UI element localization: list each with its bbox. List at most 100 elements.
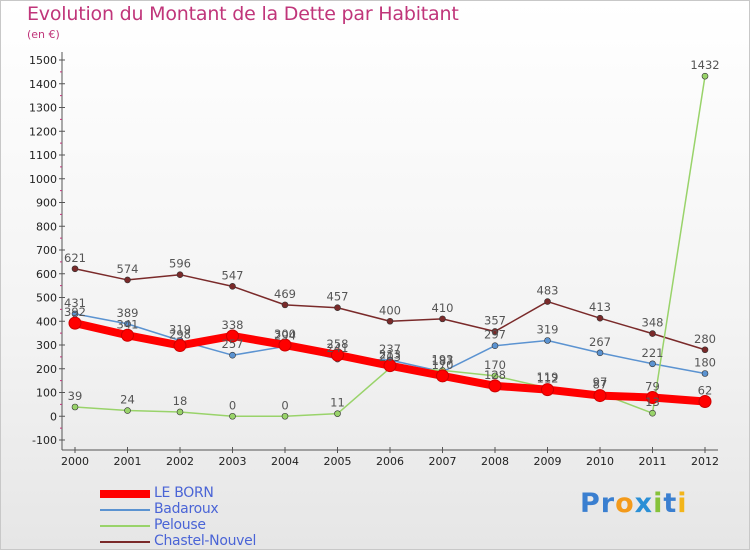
data-label: 392	[64, 305, 86, 319]
logo-letter: o	[615, 488, 635, 519]
data-point	[121, 328, 134, 342]
data-label: 180	[694, 356, 716, 370]
data-point	[331, 348, 344, 362]
y-tick-label: 500	[36, 292, 57, 305]
logo-letter: i	[677, 488, 688, 519]
y-tick-label: 900	[36, 197, 57, 210]
data-label: 457	[327, 290, 349, 304]
data-label: 258	[327, 337, 349, 351]
data-point	[71, 403, 79, 411]
data-point	[544, 298, 551, 305]
data-point	[701, 72, 709, 80]
y-tick-label: 1100	[29, 149, 57, 162]
data-point	[229, 351, 236, 359]
legend-item: Badaroux	[100, 501, 320, 518]
data-label: 237	[379, 342, 401, 356]
logo-letter: Pr	[580, 488, 616, 519]
data-label: 596	[169, 257, 191, 271]
data-label: 39	[68, 389, 83, 403]
x-tick-label: 2001	[114, 455, 142, 468]
data-label: 469	[274, 287, 296, 301]
data-label: 297	[484, 328, 506, 342]
data-label: 431	[64, 296, 86, 310]
data-point	[68, 316, 82, 330]
data-label: 400	[379, 303, 401, 317]
data-point	[176, 408, 184, 416]
data-label: 221	[642, 346, 664, 360]
legend-item: LE BORN	[100, 485, 320, 502]
data-point	[596, 349, 604, 357]
data-label: 294	[274, 328, 296, 342]
data-label: 193	[432, 352, 454, 366]
y-tick-label: 1000	[29, 173, 57, 186]
y-tick-label: 1300	[29, 102, 57, 115]
y-tick-label: 400	[36, 315, 57, 328]
y-tick-label: -100	[32, 434, 57, 447]
data-label: 357	[484, 313, 506, 327]
y-tick-label: 300	[36, 339, 57, 352]
x-tick-label: 2010	[586, 455, 614, 468]
data-label: 547	[222, 268, 244, 282]
legend-label: Pelouse	[154, 517, 206, 533]
data-point	[439, 315, 446, 323]
x-tick-label: 2000	[61, 455, 89, 468]
legend-swatch	[100, 509, 150, 511]
logo-letter: t	[663, 488, 678, 519]
data-label: 24	[120, 393, 135, 407]
data-point	[281, 412, 289, 420]
data-label: 97	[593, 375, 608, 389]
data-point	[701, 370, 709, 377]
data-label: 300	[274, 327, 296, 341]
data-label: 11	[330, 396, 345, 410]
data-point	[491, 372, 499, 380]
data-label: 341	[117, 317, 139, 331]
legend-label: Badaroux	[154, 501, 219, 517]
logo-letter: i	[653, 488, 664, 519]
data-point	[649, 330, 656, 337]
x-tick-label: 2009	[534, 455, 562, 468]
x-tick-label: 2005	[324, 455, 352, 468]
data-label: 348	[642, 316, 664, 330]
y-tick-label: 1500	[29, 54, 57, 67]
data-point	[593, 389, 607, 403]
x-tick-label: 2003	[219, 455, 247, 468]
data-label: 483	[537, 284, 559, 298]
data-point	[124, 407, 131, 414]
data-label: 119	[537, 370, 559, 384]
y-tick-label: 1200	[29, 125, 57, 138]
y-tick-label: 1400	[29, 78, 57, 91]
data-point	[701, 346, 709, 354]
data-point	[278, 338, 292, 352]
data-point	[649, 409, 656, 417]
legend-label: Chastel-Nouvel	[154, 533, 257, 549]
data-point	[334, 304, 341, 312]
data-label: 280	[694, 332, 716, 346]
y-tick-label: 0	[50, 410, 57, 423]
x-tick-label: 2004	[271, 455, 299, 468]
data-point	[596, 314, 604, 322]
x-tick-label: 2011	[639, 455, 667, 468]
data-label: 410	[432, 301, 454, 315]
data-point	[491, 328, 499, 335]
y-tick-label: 200	[36, 363, 57, 376]
data-label: 298	[169, 327, 191, 341]
x-tick-label: 2002	[166, 455, 194, 468]
legend-swatch	[100, 490, 150, 498]
data-point	[281, 301, 289, 309]
data-label: 13	[645, 395, 660, 409]
data-label: 187	[432, 354, 454, 368]
data-label: 267	[589, 335, 611, 349]
data-label: 0	[229, 398, 236, 412]
legend-item: Chastel-Nouvel	[100, 533, 320, 550]
data-point	[544, 337, 551, 344]
data-point	[71, 265, 79, 273]
data-label: 170	[484, 358, 506, 372]
data-point	[334, 410, 341, 417]
data-point	[124, 276, 131, 284]
data-label: 87	[593, 378, 608, 392]
data-point	[698, 395, 712, 409]
data-label: 319	[169, 322, 191, 336]
data-point	[436, 369, 449, 383]
